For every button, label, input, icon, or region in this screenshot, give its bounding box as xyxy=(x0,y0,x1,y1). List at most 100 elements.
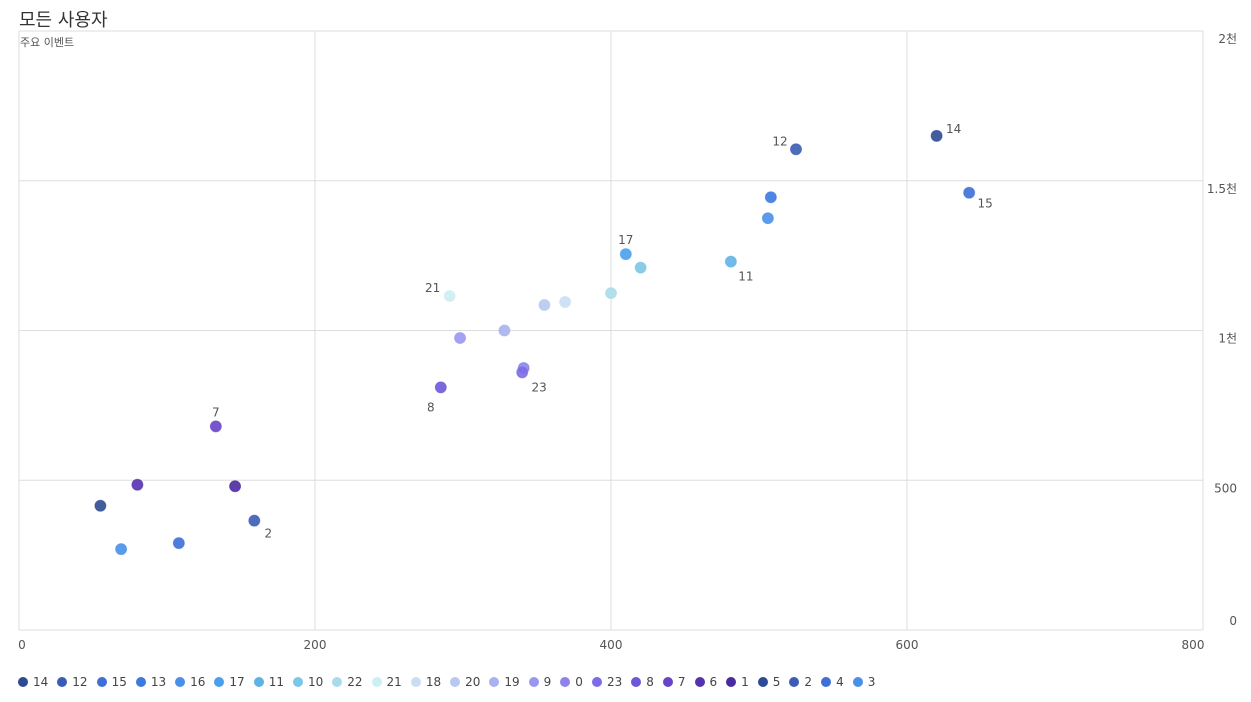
data-label: 8 xyxy=(427,400,435,414)
legend-swatch xyxy=(410,677,421,687)
legend-label: 12 xyxy=(72,675,88,689)
legend-label: 23 xyxy=(606,675,623,689)
legend-item-21[interactable]: 21 xyxy=(371,675,402,689)
data-label: 14 xyxy=(946,122,961,136)
legend-item-12[interactable]: 12 xyxy=(57,675,88,689)
data-point-7[interactable] xyxy=(209,420,222,433)
legend-swatch xyxy=(371,677,382,687)
legend-label: 4 xyxy=(836,675,844,689)
legend-swatch xyxy=(694,677,705,687)
legend-label: 10 xyxy=(307,675,324,689)
legend-swatch xyxy=(332,677,343,687)
data-label: 7 xyxy=(212,405,220,419)
legend-swatch xyxy=(726,677,737,687)
y-tick-label: 0 xyxy=(1229,614,1237,628)
legend-item-14[interactable]: 14 xyxy=(18,675,48,689)
legend-item-18[interactable]: 18 xyxy=(410,675,441,689)
data-labels: 14 12 15 17 11 21 23 8 7 2 xyxy=(212,122,993,541)
legend-label: 14 xyxy=(33,675,49,689)
data-label: 2 xyxy=(264,527,272,541)
legend-swatch xyxy=(789,677,800,687)
legend-label: 2 xyxy=(804,675,813,689)
data-point-6[interactable] xyxy=(131,478,144,491)
legend-swatch xyxy=(18,677,28,687)
data-points xyxy=(94,129,976,556)
legend-label: 21 xyxy=(386,675,402,689)
data-point-21[interactable] xyxy=(443,290,456,303)
data-point-22[interactable] xyxy=(605,287,617,300)
legend-swatch xyxy=(757,677,768,687)
legend-item-7[interactable]: 7 xyxy=(662,675,686,689)
legend-item-15[interactable]: 15 xyxy=(96,675,127,689)
legend-swatch xyxy=(631,677,642,687)
legend-label: 16 xyxy=(190,675,206,689)
data-point-18[interactable] xyxy=(559,296,572,309)
legend-item-20[interactable]: 20 xyxy=(450,675,480,689)
legend-item-2[interactable]: 2 xyxy=(789,675,812,689)
data-point-4[interactable] xyxy=(172,537,185,550)
legend-item-8[interactable]: 8 xyxy=(631,675,654,689)
legend-item-13[interactable]: 13 xyxy=(135,675,167,689)
data-point-15[interactable] xyxy=(963,186,976,199)
y-axis-label: 주요 이벤트 xyxy=(20,36,74,49)
data-point-1[interactable] xyxy=(229,480,242,493)
data-point-2[interactable] xyxy=(248,514,261,527)
data-label: 15 xyxy=(978,197,993,211)
legend-item-9[interactable]: 9 xyxy=(528,675,551,689)
y-tick-label: 500 xyxy=(1214,481,1237,495)
legend-swatch xyxy=(135,677,146,687)
legend-item-16[interactable]: 16 xyxy=(175,675,205,689)
data-point-14[interactable] xyxy=(930,129,943,142)
legend-swatch xyxy=(253,677,264,687)
legend-label: 6 xyxy=(709,675,718,689)
data-point-16[interactable] xyxy=(761,212,774,225)
data-label: 11 xyxy=(738,270,753,284)
data-point-5[interactable] xyxy=(94,499,107,512)
data-point-10[interactable] xyxy=(634,261,647,274)
legend-swatch xyxy=(821,677,832,687)
data-point-3[interactable] xyxy=(115,543,128,556)
legend-swatch xyxy=(175,677,186,687)
legend-label: 1 xyxy=(741,675,749,689)
chart-title: 모든 사용자 xyxy=(19,10,108,31)
legend-item-19[interactable]: 19 xyxy=(489,675,520,689)
data-label: 17 xyxy=(618,233,633,247)
data-point-20[interactable] xyxy=(538,299,551,312)
legend-item-5[interactable]: 5 xyxy=(757,675,780,689)
data-point-23[interactable] xyxy=(516,366,529,379)
data-label: 12 xyxy=(772,134,787,148)
legend-swatch xyxy=(450,677,461,687)
legend-item-23[interactable]: 23 xyxy=(591,675,623,689)
data-point-11[interactable] xyxy=(724,255,737,268)
legend-label: 15 xyxy=(111,675,127,689)
axis-ticks: 0 200 400 600 800 0 500 1천 1.5천 2천 xyxy=(18,31,1237,652)
legend-swatch xyxy=(489,677,500,687)
data-point-8[interactable] xyxy=(434,381,447,394)
legend: 14 12 15 13 16 17 11 10 22 21 18 20 19 9 0 23 8 7 6 1 5 2 4 3 xyxy=(18,675,884,689)
legend-item-17[interactable]: 17 xyxy=(214,675,245,689)
legend-item-22[interactable]: 22 xyxy=(332,675,363,689)
data-point-17[interactable] xyxy=(619,248,632,261)
data-point-9[interactable] xyxy=(454,331,467,344)
legend-item-0[interactable]: 0 xyxy=(560,675,583,689)
legend-item-10[interactable]: 10 xyxy=(292,675,324,689)
legend-swatch xyxy=(528,677,539,687)
legend-label: 20 xyxy=(465,675,481,689)
legend-swatch xyxy=(214,677,225,687)
legend-label: 13 xyxy=(150,675,167,689)
legend-item-6[interactable]: 6 xyxy=(694,675,718,689)
legend-swatch xyxy=(292,677,303,687)
legend-label: 3 xyxy=(867,675,876,689)
legend-label: 11 xyxy=(268,675,284,689)
data-point-13[interactable] xyxy=(764,191,777,204)
legend-label: 17 xyxy=(229,675,245,689)
data-point-12[interactable] xyxy=(790,143,802,156)
legend-swatch xyxy=(852,677,863,687)
data-point-19[interactable] xyxy=(498,324,511,337)
legend-item-4[interactable]: 4 xyxy=(821,675,844,689)
legend-item-3[interactable]: 3 xyxy=(852,675,876,689)
legend-item-1[interactable]: 1 xyxy=(726,675,749,689)
y-tick-label: 2천 xyxy=(1218,31,1237,46)
legend-item-11[interactable]: 11 xyxy=(253,675,284,689)
